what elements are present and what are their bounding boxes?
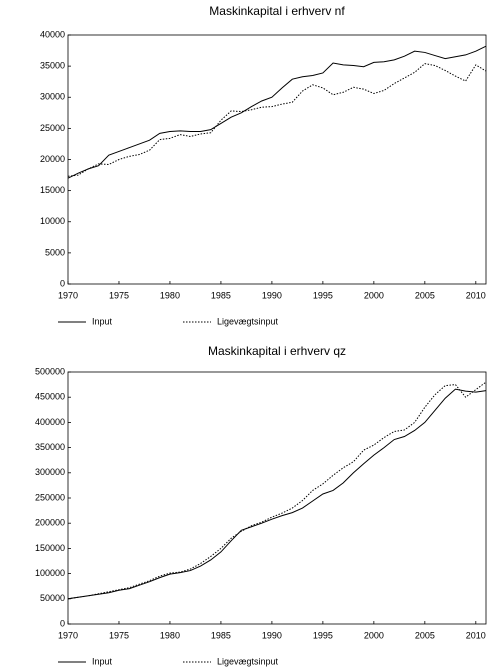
chart-title: Maskinkapital i erhverv nf bbox=[209, 4, 345, 18]
y-tick-label: 400000 bbox=[35, 417, 65, 427]
x-tick-label: 2010 bbox=[466, 290, 486, 300]
y-tick-label: 500000 bbox=[35, 366, 65, 376]
y-tick-label: 350000 bbox=[35, 442, 65, 452]
x-tick-label: 1975 bbox=[109, 290, 129, 300]
x-tick-label: 1990 bbox=[262, 630, 282, 640]
y-tick-label: 200000 bbox=[35, 518, 65, 528]
x-tick-label: 2010 bbox=[466, 630, 486, 640]
y-tick-label: 100000 bbox=[35, 568, 65, 578]
x-tick-label: 1970 bbox=[58, 630, 78, 640]
x-tick-label: 2005 bbox=[415, 290, 435, 300]
y-tick-label: 150000 bbox=[35, 543, 65, 553]
chart-title: Maskinkapital i erhverv qz bbox=[208, 344, 346, 358]
legend-label: Input bbox=[92, 316, 113, 326]
plot-frame bbox=[67, 34, 487, 285]
x-tick-label: 1995 bbox=[313, 290, 333, 300]
series-line bbox=[67, 63, 487, 177]
x-tick-label: 2000 bbox=[364, 290, 384, 300]
y-tick-label: 250000 bbox=[35, 492, 65, 502]
x-tick-label: 1990 bbox=[262, 290, 282, 300]
y-tick-label: 0 bbox=[60, 278, 65, 288]
y-tick-label: 5000 bbox=[45, 247, 65, 257]
y-tick-label: 15000 bbox=[40, 185, 65, 195]
y-tick-label: 35000 bbox=[40, 61, 65, 71]
legend-label: Input bbox=[92, 656, 113, 666]
legend-label: Ligevægtsinput bbox=[217, 316, 279, 326]
x-tick-label: 1995 bbox=[313, 630, 333, 640]
x-tick-label: 2000 bbox=[364, 630, 384, 640]
series-line bbox=[67, 381, 487, 600]
legend-label: Ligevægtsinput bbox=[217, 656, 279, 666]
y-tick-label: 300000 bbox=[35, 467, 65, 477]
x-tick-label: 1970 bbox=[58, 290, 78, 300]
x-tick-label: 1980 bbox=[160, 630, 180, 640]
x-tick-label: 1980 bbox=[160, 290, 180, 300]
y-tick-label: 40000 bbox=[40, 29, 65, 39]
x-tick-label: 1985 bbox=[211, 290, 231, 300]
x-tick-label: 2005 bbox=[415, 630, 435, 640]
series-line bbox=[67, 45, 487, 179]
x-tick-label: 1985 bbox=[211, 630, 231, 640]
y-tick-label: 10000 bbox=[40, 216, 65, 226]
series-line bbox=[67, 388, 487, 600]
y-tick-label: 30000 bbox=[40, 92, 65, 102]
x-tick-label: 1975 bbox=[109, 630, 129, 640]
y-tick-label: 0 bbox=[60, 618, 65, 628]
y-tick-label: 450000 bbox=[35, 392, 65, 402]
y-tick-label: 50000 bbox=[40, 593, 65, 603]
y-tick-label: 20000 bbox=[40, 154, 65, 164]
y-tick-label: 25000 bbox=[40, 123, 65, 133]
plot-frame bbox=[67, 371, 487, 625]
